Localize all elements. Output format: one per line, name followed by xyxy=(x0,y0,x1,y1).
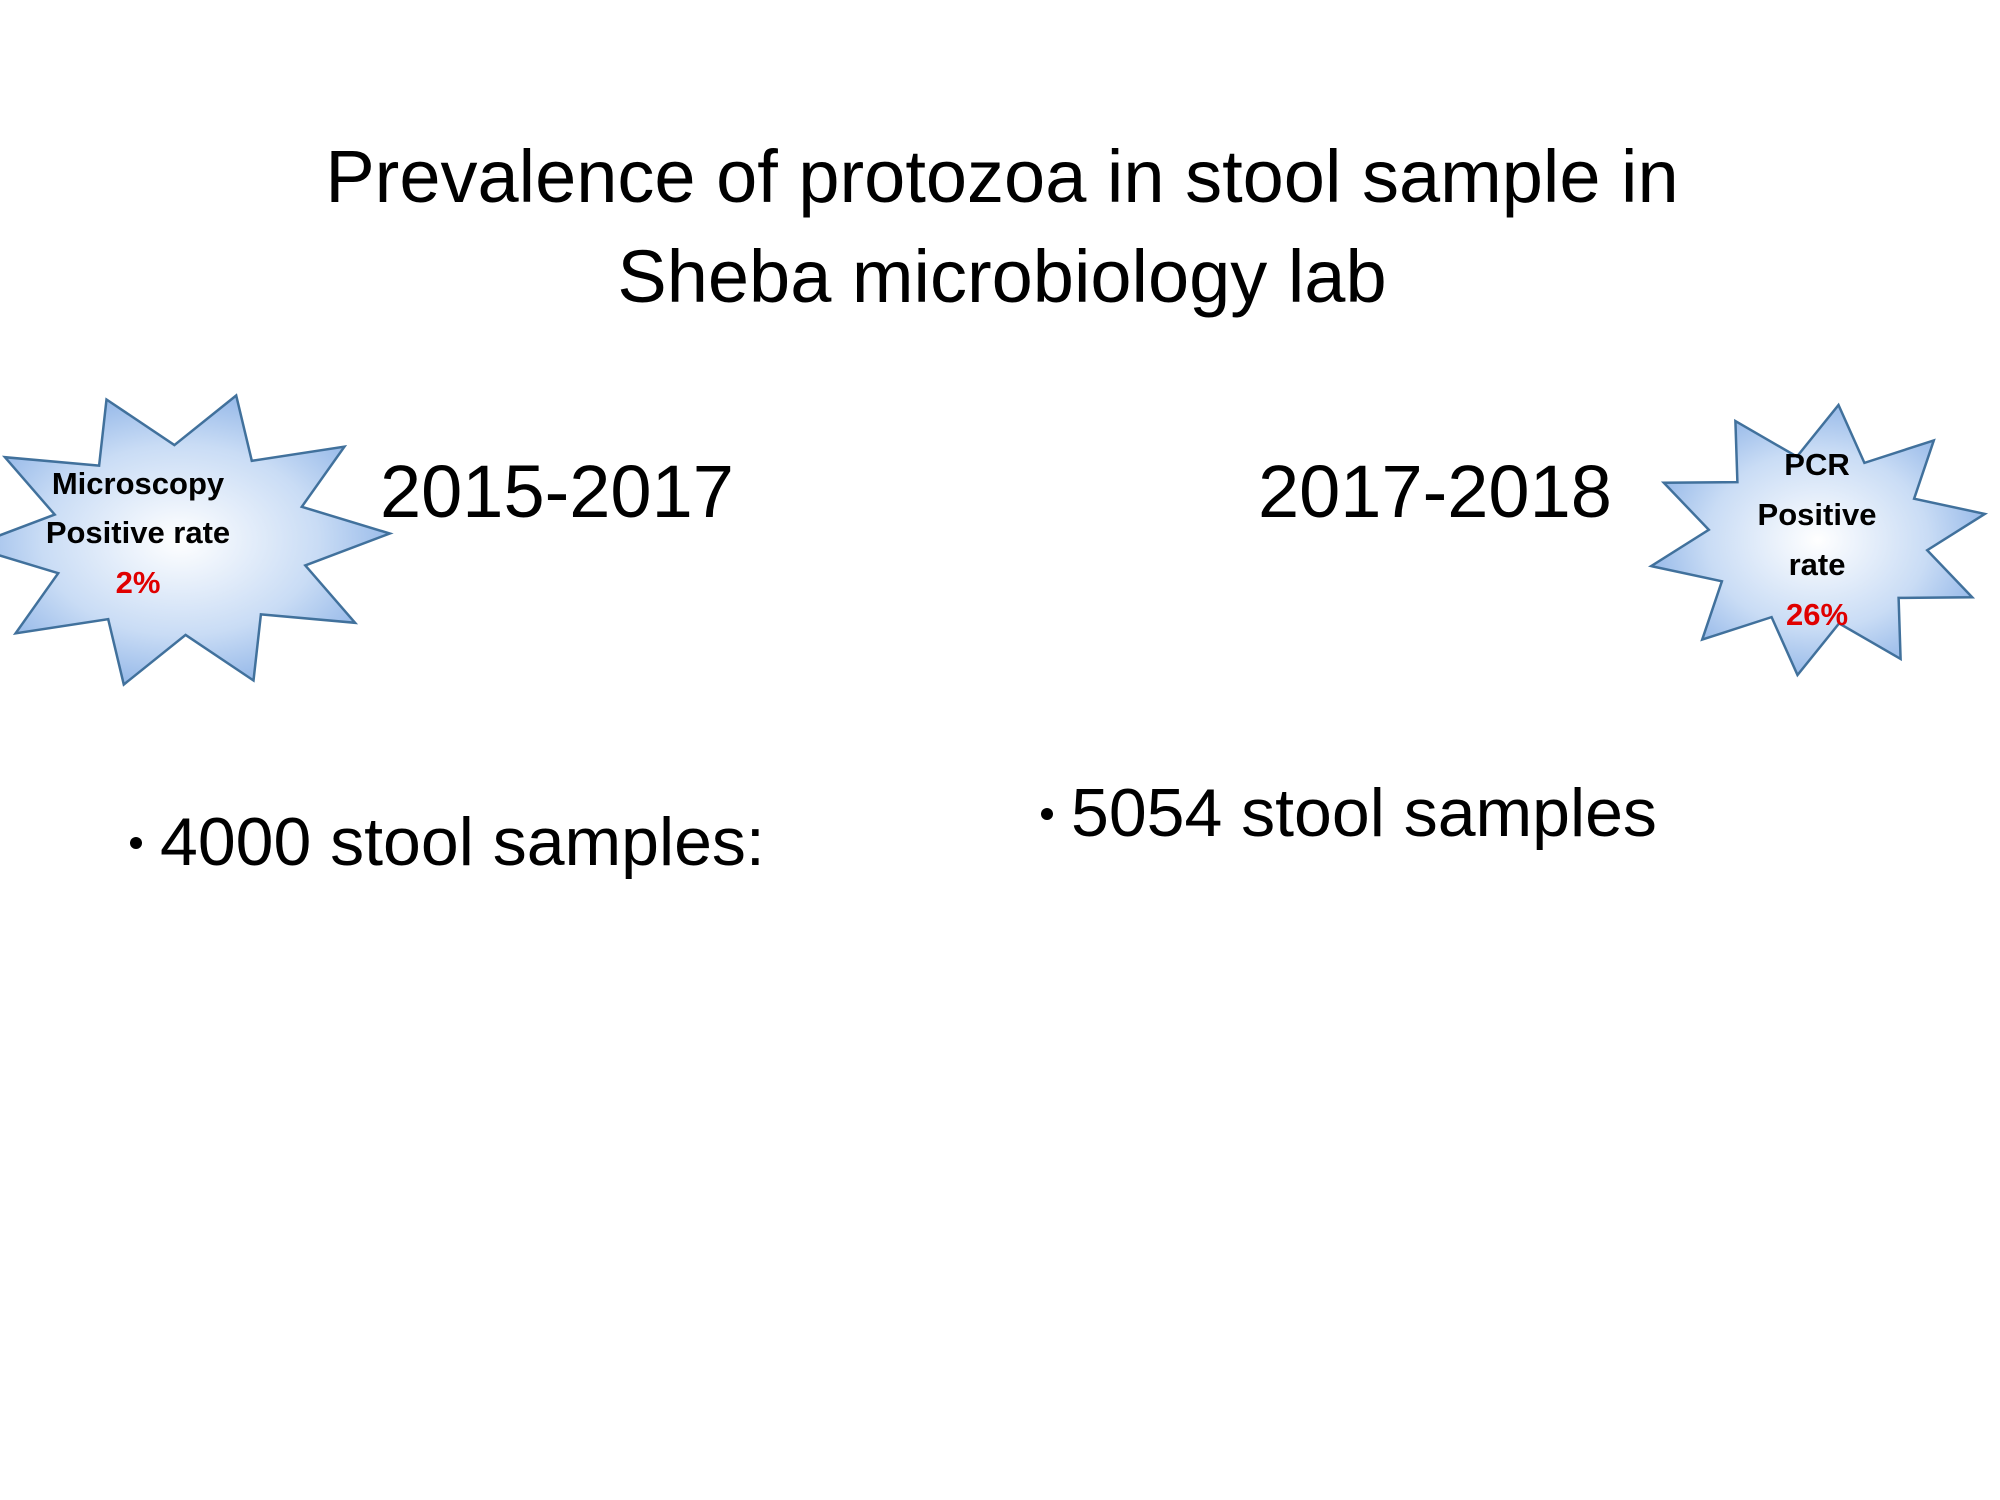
bullet-text: 4000 stool samples: xyxy=(160,804,765,880)
period-heading: 2015-2017 xyxy=(380,450,734,533)
badge-rate: 2% xyxy=(116,565,161,600)
bullet-text: 5054 stool samples xyxy=(1071,775,1657,851)
title-line: Prevalence of protozoa in stool sample i… xyxy=(325,135,1678,218)
badge-text: PCR xyxy=(1784,447,1849,482)
badge-text: Microscopy xyxy=(52,466,225,501)
badge-rate: 26% xyxy=(1786,597,1848,632)
badge-text: Positive rate xyxy=(46,515,230,550)
bullet-dot xyxy=(1041,808,1053,820)
badge-text: rate xyxy=(1789,547,1846,582)
badge-text: Positive xyxy=(1758,497,1877,532)
burst-shape xyxy=(1647,402,1989,678)
burst-shape xyxy=(0,393,394,687)
title-line: Sheba microbiology lab xyxy=(617,235,1386,318)
period-heading: 2017-2018 xyxy=(1258,450,1612,533)
bullet-dot xyxy=(130,837,142,849)
